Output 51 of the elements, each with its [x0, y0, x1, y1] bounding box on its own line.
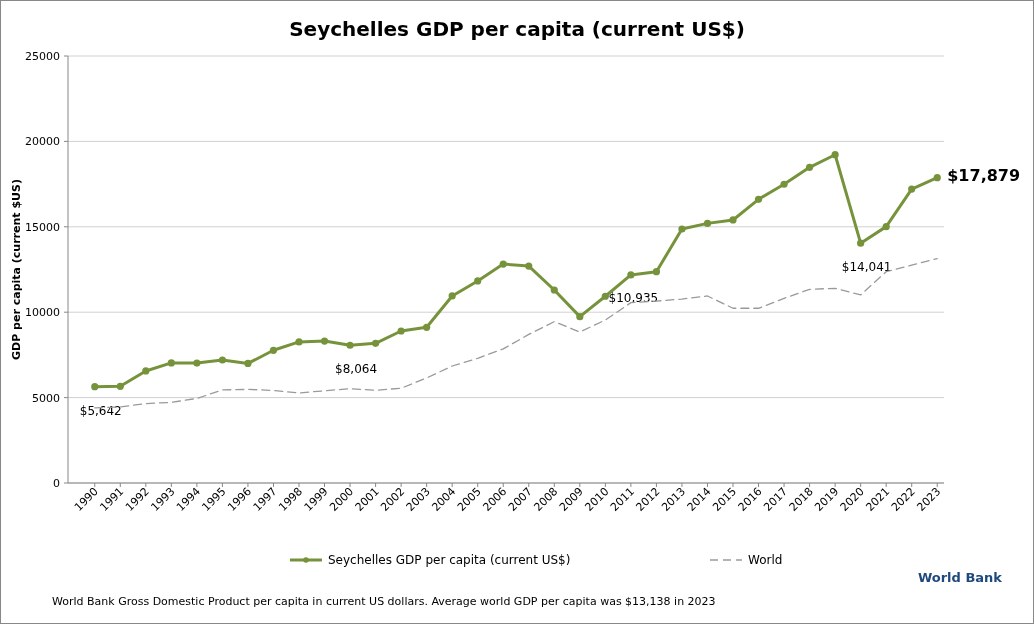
data-label: $8,064	[335, 362, 378, 377]
point	[295, 338, 303, 346]
point	[729, 216, 737, 224]
point	[678, 225, 686, 233]
point	[831, 151, 839, 159]
point	[933, 174, 941, 182]
y-tick-label: 20000	[25, 135, 60, 149]
legend-label: World	[748, 553, 783, 567]
point	[346, 341, 354, 349]
y-tick-label: 25000	[25, 50, 60, 63]
point	[193, 359, 201, 367]
point	[244, 359, 252, 368]
data-label: $5,642	[79, 403, 122, 418]
text: World Bank	[917, 570, 1003, 585]
y-tick-label: 5000	[32, 391, 60, 405]
point	[780, 180, 788, 188]
y-tick-label: 10000	[25, 306, 60, 320]
point	[703, 219, 712, 227]
y-axis-title: GDP per capita (current $US)	[10, 179, 23, 360]
point	[576, 313, 584, 321]
point	[908, 185, 916, 193]
data-label: $14,041	[841, 260, 892, 275]
point	[167, 359, 175, 367]
point	[601, 292, 609, 300]
data-label: $10,935	[608, 291, 659, 306]
text: World Bank Gross Domestic Product per capita in current US dollars. Average world GDP per capita was $13,138 in 2023	[52, 595, 716, 608]
chart-title: Seychelles GDP per capita (current US$)	[289, 17, 745, 41]
point	[474, 277, 482, 285]
point	[550, 286, 558, 294]
data-label: $17,879	[947, 165, 1021, 185]
point	[448, 292, 456, 300]
point	[857, 239, 865, 247]
point	[882, 223, 890, 231]
point	[320, 337, 329, 345]
y-tick-label: 15000	[25, 220, 60, 234]
point	[218, 356, 227, 364]
point	[627, 271, 635, 279]
point	[805, 163, 814, 171]
point	[269, 346, 278, 354]
point	[371, 339, 380, 347]
point	[499, 260, 507, 268]
point	[397, 327, 405, 335]
y-tick-label: 0	[53, 477, 60, 490]
point	[423, 323, 431, 331]
point	[91, 383, 99, 391]
point	[754, 195, 763, 203]
point	[652, 268, 661, 276]
legend-label: Seychelles GDP per capita (current US$)	[328, 553, 571, 567]
point	[142, 367, 150, 375]
point	[525, 262, 533, 270]
point	[116, 382, 124, 390]
